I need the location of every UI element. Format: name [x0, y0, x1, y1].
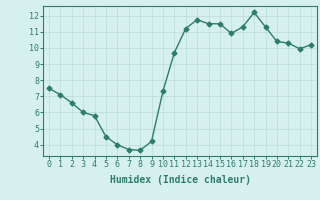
X-axis label: Humidex (Indice chaleur): Humidex (Indice chaleur): [109, 175, 251, 185]
